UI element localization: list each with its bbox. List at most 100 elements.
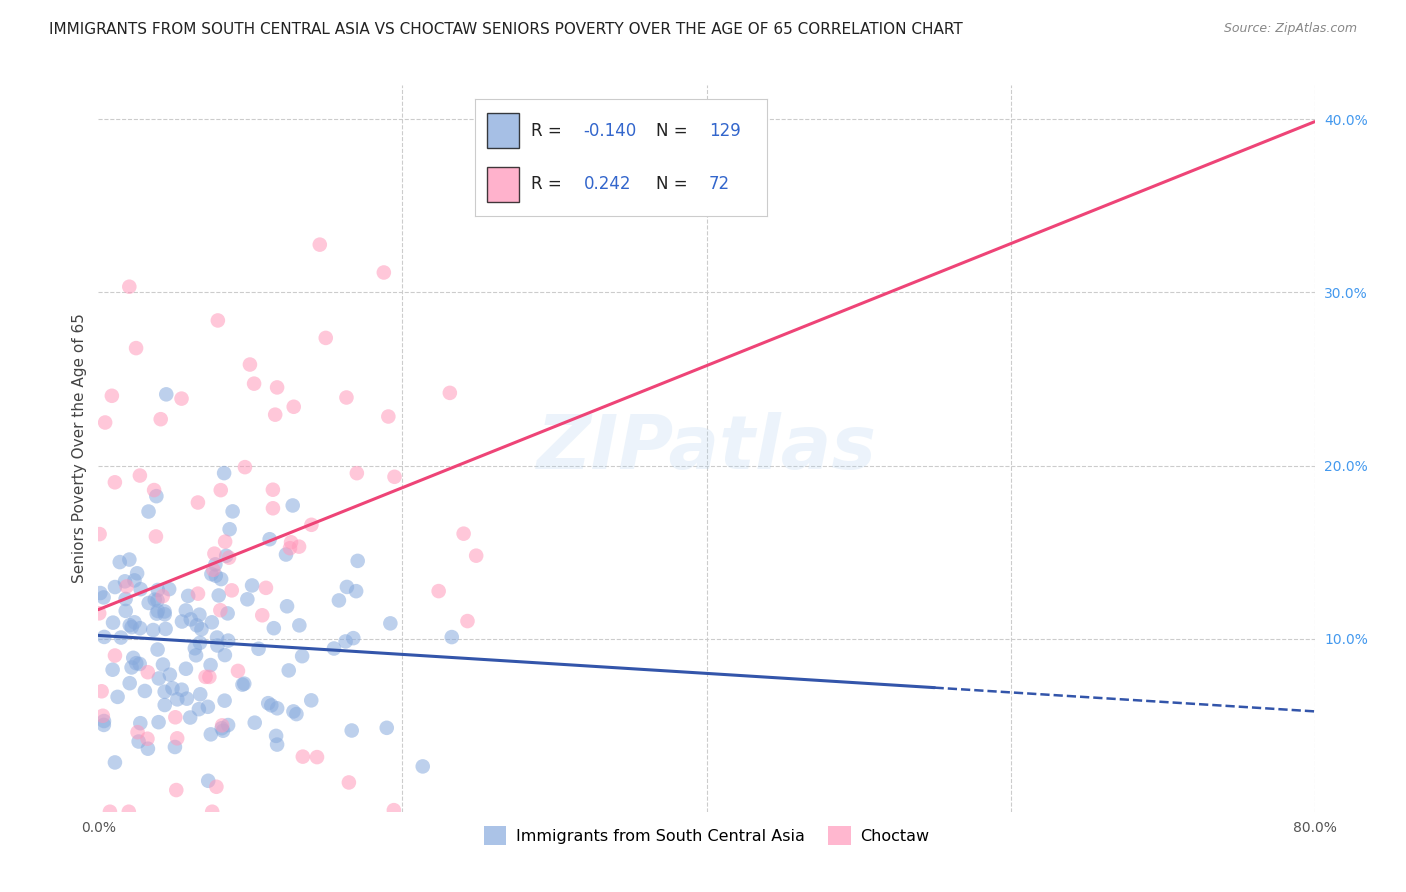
Point: [204, 568, 226, 582]
Point: [285, 707, 308, 722]
Point: [262, 501, 284, 516]
Point: [143, 483, 166, 497]
Point: [115, 579, 138, 593]
Point: [239, 358, 262, 372]
Point: [266, 738, 288, 752]
Point: [146, 593, 169, 607]
Point: [197, 699, 219, 714]
Point: [335, 391, 357, 405]
Point: [209, 572, 232, 586]
Point: [128, 734, 150, 748]
Point: [101, 663, 124, 677]
Point: [121, 620, 143, 634]
Point: [177, 589, 200, 603]
Point: [128, 657, 150, 671]
Point: [152, 589, 174, 603]
Point: [453, 526, 475, 541]
Point: [179, 710, 201, 724]
Point: [104, 648, 127, 663]
Point: [187, 587, 209, 601]
Point: [263, 621, 285, 635]
Point: [243, 376, 266, 391]
Point: [101, 389, 124, 403]
Point: [93, 718, 115, 732]
Point: [165, 710, 187, 724]
Point: [340, 723, 363, 738]
Point: [149, 412, 172, 426]
Point: [146, 604, 169, 618]
Point: [276, 599, 298, 614]
Point: [170, 392, 193, 406]
Point: [107, 690, 129, 704]
Point: [288, 618, 311, 632]
Point: [315, 331, 337, 345]
Point: [207, 639, 229, 653]
Point: [201, 615, 224, 630]
Point: [217, 633, 239, 648]
Point: [157, 582, 180, 596]
Point: [384, 470, 406, 484]
Point: [221, 504, 243, 518]
Point: [180, 612, 202, 626]
Point: [308, 237, 330, 252]
Point: [207, 313, 229, 327]
Point: [146, 642, 169, 657]
Point: [174, 662, 197, 676]
Point: [170, 615, 193, 629]
Point: [162, 681, 184, 696]
Point: [217, 718, 239, 732]
Point: [252, 608, 274, 623]
Point: [375, 721, 398, 735]
Point: [142, 623, 165, 637]
Legend: Immigrants from South Central Asia, Choctaw: Immigrants from South Central Asia, Choc…: [477, 820, 936, 851]
Point: [288, 540, 311, 554]
Point: [240, 578, 263, 592]
Point: [90, 684, 112, 698]
Point: [93, 591, 115, 605]
Point: [93, 714, 115, 728]
Point: [427, 584, 450, 599]
Point: [202, 547, 225, 561]
Point: [291, 649, 314, 664]
Point: [108, 555, 131, 569]
Point: [337, 775, 360, 789]
Point: [204, 558, 226, 572]
Point: [215, 549, 238, 563]
Point: [89, 586, 111, 600]
Point: [125, 656, 148, 670]
Point: [264, 408, 287, 422]
Point: [153, 684, 176, 698]
Point: [165, 783, 187, 797]
Point: [205, 780, 228, 794]
Point: [412, 759, 434, 773]
Point: [197, 773, 219, 788]
Point: [136, 731, 159, 746]
Point: [134, 684, 156, 698]
Point: [125, 341, 148, 355]
Point: [138, 504, 160, 518]
Point: [305, 750, 328, 764]
Point: [174, 603, 197, 617]
Text: IMMIGRANTS FROM SOUTH CENTRAL ASIA VS CHOCTAW SENIORS POVERTY OVER THE AGE OF 65: IMMIGRANTS FROM SOUTH CENTRAL ASIA VS CH…: [49, 22, 963, 37]
Point: [377, 409, 399, 424]
Point: [129, 621, 152, 635]
Point: [187, 702, 209, 716]
Point: [200, 727, 222, 741]
Point: [226, 664, 249, 678]
Point: [89, 607, 111, 621]
Point: [278, 541, 301, 556]
Point: [118, 552, 141, 566]
Point: [231, 678, 253, 692]
Point: [380, 616, 402, 631]
Point: [118, 676, 141, 690]
Point: [254, 581, 277, 595]
Point: [236, 592, 259, 607]
Point: [190, 622, 212, 636]
Point: [621, 147, 644, 161]
Point: [152, 657, 174, 672]
Point: [127, 566, 149, 581]
Point: [118, 279, 141, 293]
Text: ZIPatlas: ZIPatlas: [537, 412, 876, 484]
Point: [146, 582, 169, 597]
Point: [208, 589, 231, 603]
